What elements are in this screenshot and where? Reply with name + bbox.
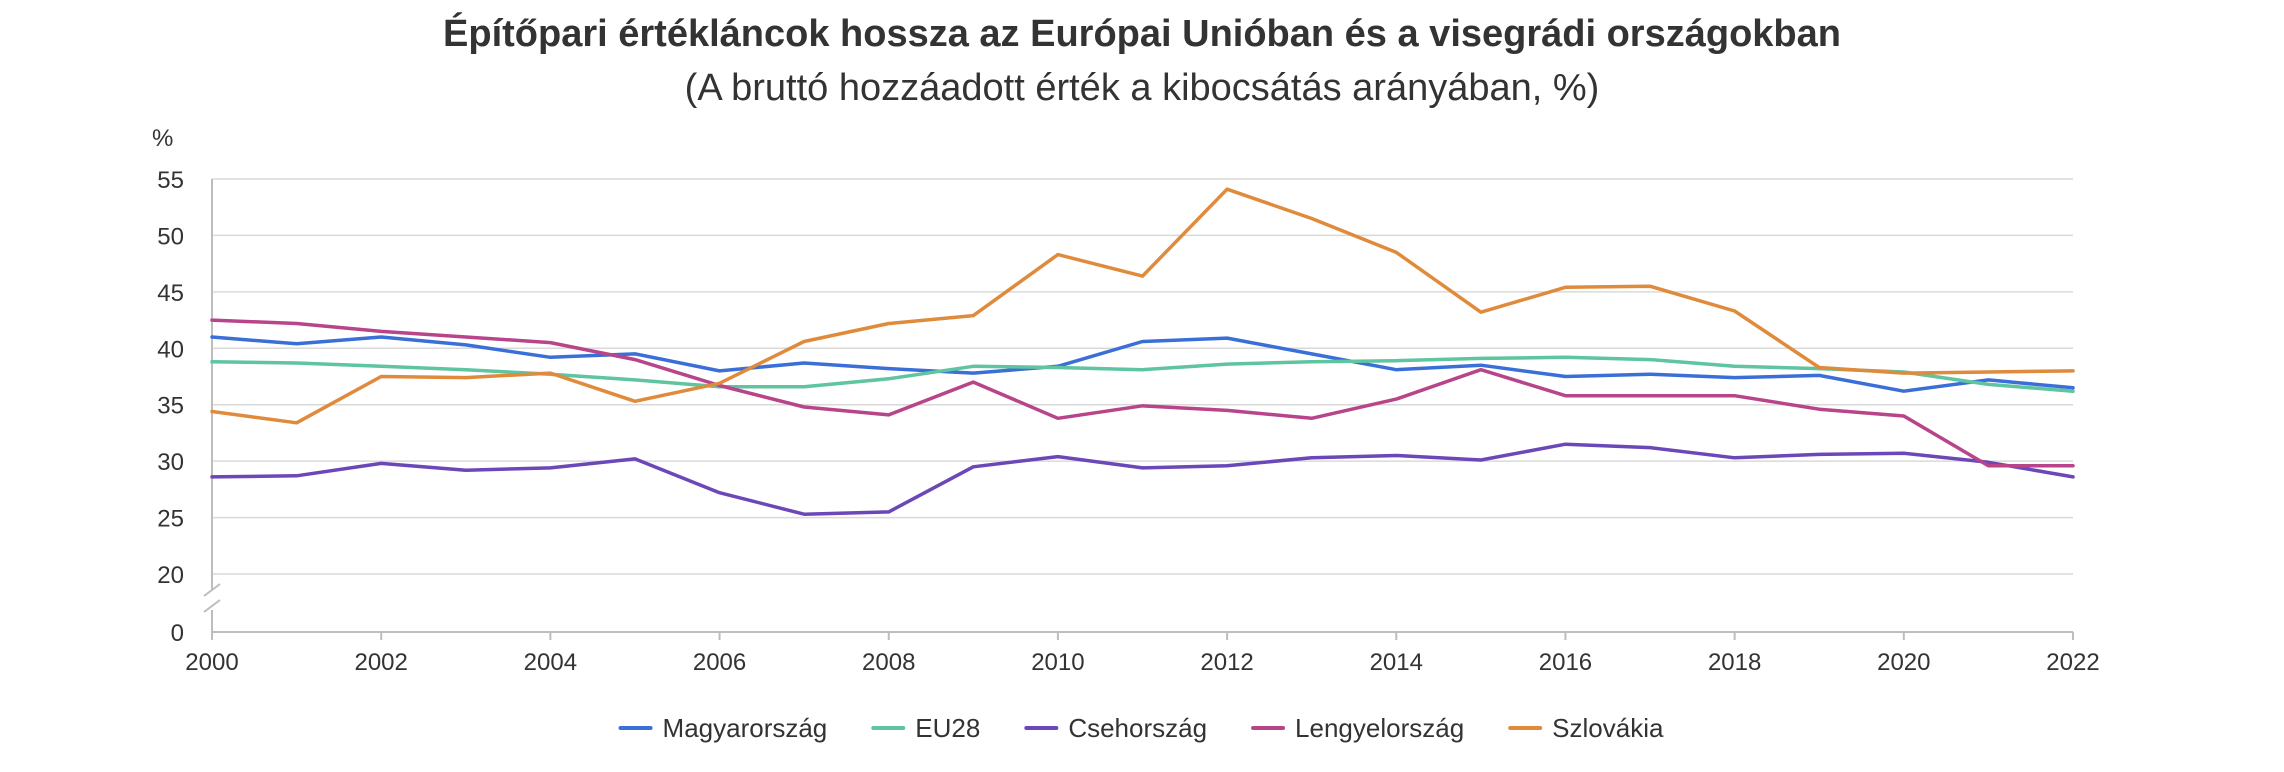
gridlines (212, 178, 2073, 575)
y-tick-label: 40 (157, 336, 184, 363)
x-tick-label: 2000 (185, 649, 238, 676)
series-line-2 (210, 442, 2075, 516)
y-tick-label: 30 (157, 449, 184, 476)
series-line-3 (210, 318, 2075, 468)
x-tick-label: 2002 (354, 649, 407, 676)
series-line-4 (210, 187, 2075, 425)
y-axis-unit: % (152, 125, 173, 152)
x-tick-label: 2022 (2046, 649, 2099, 676)
x-tick-label: 2020 (1877, 649, 1930, 676)
chart-subtitle: (A bruttó hozzáadott érték a kibocsátás … (685, 67, 1600, 109)
legend-label: Csehország (1068, 713, 1207, 743)
legend: Magyarország EU28 Csehország Lengyelország S… (618, 713, 1664, 743)
y-tick-label: 35 (157, 393, 184, 420)
axis-break-mark (203, 583, 221, 597)
series-line-0 (210, 335, 2075, 393)
y-tick-label: 0 (171, 620, 184, 647)
y-axis-ticks: 0 20 25 30 35 40 45 50 55 (157, 167, 184, 647)
series-lines (210, 187, 2075, 516)
chart-title: Építőpari értékláncok hossza az Európai … (443, 11, 1841, 55)
x-tick-label: 2006 (693, 649, 746, 676)
x-tick-label: 2008 (862, 649, 915, 676)
legend-label: EU28 (915, 713, 980, 743)
y-tick-label: 45 (157, 280, 184, 307)
x-tick-label: 2012 (1200, 649, 1253, 676)
legend-label: Lengyelország (1295, 713, 1464, 743)
legend-label: Magyarország (663, 713, 828, 743)
axes (203, 179, 2074, 640)
axis-break-mark (203, 599, 221, 613)
x-tick-label: 2010 (1031, 649, 1084, 676)
y-tick-label: 20 (157, 562, 184, 589)
legend-label: Szlovákia (1552, 713, 1664, 743)
y-tick-label: 50 (157, 223, 184, 250)
x-axis-ticks: 2000 2002 2004 2006 2008 2010 2012 2014 2016 2018… (185, 649, 2099, 676)
y-tick-label: 25 (157, 506, 184, 533)
x-tick-label: 2016 (1539, 649, 1592, 676)
x-tick-label: 2004 (524, 649, 577, 676)
x-tick-label: 2014 (1370, 649, 1423, 676)
y-tick-label: 55 (157, 167, 184, 194)
series-line-1 (210, 355, 2075, 393)
x-tick-label: 2018 (1708, 649, 1761, 676)
